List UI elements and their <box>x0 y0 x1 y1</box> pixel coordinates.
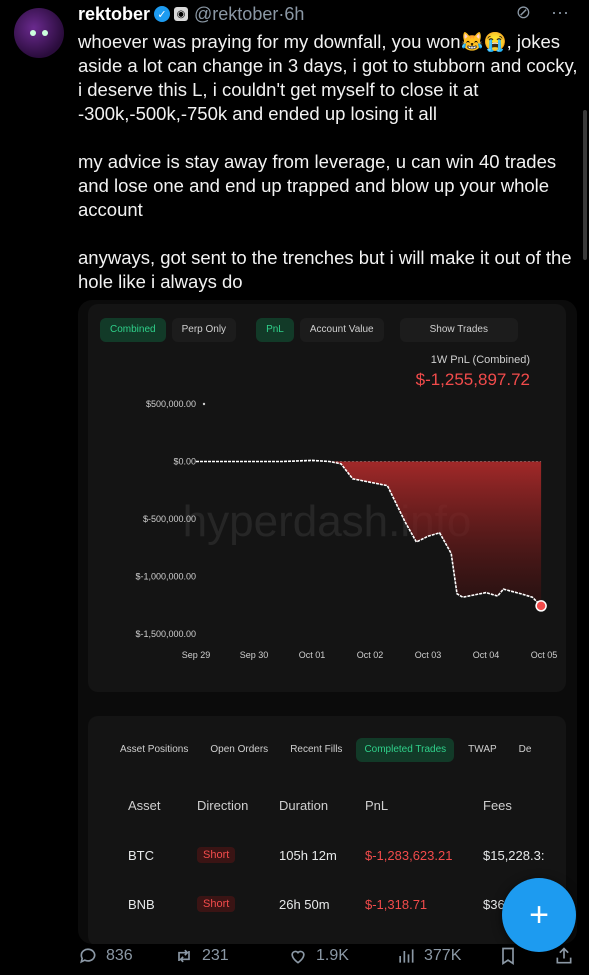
heart-icon <box>291 950 305 964</box>
tweet-actions: 836 231 1.9K 377K <box>78 945 578 967</box>
x-tick-label: Sep 30 <box>240 650 269 660</box>
row-direction: Short <box>197 896 236 912</box>
dot-separator: · <box>278 3 285 24</box>
bookmark-icon <box>502 947 514 966</box>
tab-combined[interactable]: Combined <box>100 318 166 342</box>
pnl-end-point <box>535 600 547 612</box>
row-duration: 26h 50m <box>279 897 330 912</box>
share-button[interactable] <box>554 946 574 966</box>
x-tick-label: Oct 03 <box>415 650 442 660</box>
bookmark-button[interactable] <box>498 946 518 966</box>
tab-completed-trades[interactable]: Completed Trades <box>356 738 455 762</box>
tab-open-orders[interactable]: Open Orders <box>210 744 269 755</box>
x-tick-label: Oct 05 <box>531 650 558 660</box>
tweet-paragraph: anyways, got sent to the trenches but i … <box>78 247 572 292</box>
avatar-eye-icon <box>42 30 48 36</box>
share-icon <box>556 947 572 964</box>
y-tick-label: $-1,500,000.00 <box>135 629 196 639</box>
y-tick-marker <box>202 402 206 406</box>
like-button[interactable]: 1.9K <box>288 946 349 966</box>
reply-icon <box>80 948 96 964</box>
col-fees: Fees <box>483 798 512 813</box>
tab-pnl[interactable]: PnL <box>256 318 294 342</box>
views-count: 377K <box>424 947 462 964</box>
table-tabs: Asset Positions Open Orders Recent Fills… <box>112 738 539 762</box>
avatar-eye-icon <box>30 30 36 36</box>
views-button[interactable]: 377K <box>396 946 461 966</box>
row-pnl: $-1,283,623.21 <box>365 848 453 863</box>
tweet-time[interactable]: 6h <box>284 3 305 24</box>
y-tick-label: $0.00 <box>173 457 196 467</box>
repost-count: 231 <box>202 947 229 964</box>
chart-tabs: Combined Perp Only PnL Account Value Sho… <box>100 318 518 342</box>
tab-perp-only[interactable]: Perp Only <box>171 318 237 342</box>
trades-panel: Asset Positions Open Orders Recent Fills… <box>88 716 566 944</box>
col-pnl: PnL <box>365 798 389 813</box>
scrollbar[interactable] <box>583 110 587 260</box>
pnl-value: $-1,255,897.72 <box>415 370 530 389</box>
reply-count: 836 <box>106 947 133 964</box>
affiliate-badge-icon: ◉ <box>174 7 189 21</box>
row-asset: BNB <box>128 897 155 912</box>
loss-area <box>196 461 542 606</box>
tab-account-value[interactable]: Account Value <box>299 318 384 342</box>
row-duration: 105h 12m <box>279 848 337 863</box>
row-asset: BTC <box>128 848 154 863</box>
tweet-paragraph: my advice is stay away from leverage, u … <box>78 151 557 220</box>
x-tick-label: Oct 04 <box>473 650 500 660</box>
tweet-paragraph: whoever was praying for my downfall, you… <box>78 31 578 124</box>
grok-icon[interactable]: ⊘ <box>515 2 532 22</box>
row-fees: $15,228.3: <box>483 848 545 863</box>
repost-button[interactable]: 231 <box>174 946 229 966</box>
tab-recent-fills[interactable]: Recent Fills <box>290 744 343 755</box>
views-icon <box>399 949 414 963</box>
col-asset: Asset <box>128 798 161 813</box>
reply-button[interactable]: 836 <box>78 946 133 966</box>
pnl-title: 1W PnL (Combined) <box>430 354 530 366</box>
x-tick-label: Sep 29 <box>182 650 211 660</box>
y-tick-label: $500,000.00 <box>146 399 196 409</box>
row-direction: Short <box>197 847 236 863</box>
pnl-series-line <box>196 459 542 607</box>
row-pnl: $-1,318.71 <box>365 897 428 912</box>
show-trades-button[interactable]: Show Trades <box>399 318 518 342</box>
tweet-text: whoever was praying for my downfall, you… <box>78 30 578 318</box>
pnl-chart-panel: Combined Perp Only PnL Account Value Sho… <box>88 304 566 692</box>
tab-twap[interactable]: TWAP <box>468 744 497 755</box>
x-tick-label: Oct 02 <box>357 650 384 660</box>
repost-icon <box>178 949 190 963</box>
tweet-media-image[interactable]: Combined Perp Only PnL Account Value Sho… <box>78 300 577 944</box>
tweet-header: rektober ✓ ◉ @rektober · 6h ⊘ ··· <box>78 2 569 26</box>
col-direction: Direction <box>197 798 249 813</box>
more-icon[interactable]: ··· <box>551 2 569 22</box>
pnl-chart: hyperdash.info$500,000.00$0.00$-500,000.… <box>135 399 558 660</box>
user-name[interactable]: rektober <box>78 3 151 24</box>
x-tick-label: Oct 01 <box>299 650 326 660</box>
plus-icon: + <box>529 895 549 934</box>
user-handle[interactable]: @rektober <box>194 3 279 24</box>
tab-asset-positions[interactable]: Asset Positions <box>120 744 189 755</box>
like-count: 1.9K <box>316 947 349 964</box>
y-tick-label: $-500,000.00 <box>143 514 196 524</box>
verified-badge-icon: ✓ <box>154 6 171 22</box>
tab-de[interactable]: De <box>518 744 532 755</box>
y-tick-label: $-1,000,000.00 <box>135 572 196 582</box>
avatar[interactable] <box>14 8 64 58</box>
col-duration: Duration <box>279 798 329 813</box>
compose-post-button[interactable]: + <box>502 878 576 952</box>
